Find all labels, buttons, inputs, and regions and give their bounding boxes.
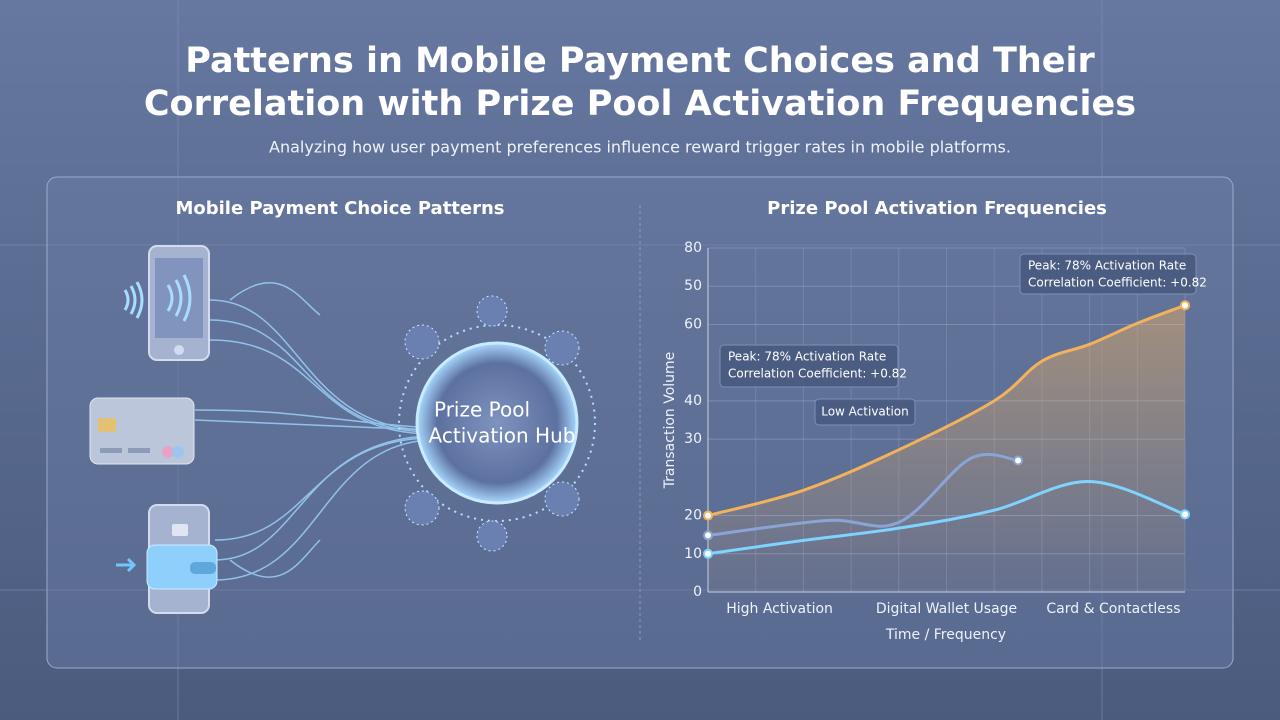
chart-title: Prize Pool Activation Frequencies xyxy=(767,198,1107,219)
y-axis-label: Transaction Volume xyxy=(662,352,678,490)
x-tick-label: Card & Contactless xyxy=(1046,601,1180,617)
annotation-text: Correlation Coefficient: +0.82 xyxy=(1028,276,1207,290)
left-title: Mobile Payment Choice Patterns xyxy=(175,198,504,219)
line-point xyxy=(703,548,713,559)
line-point xyxy=(1180,509,1190,520)
y-tick-label: 20 xyxy=(684,508,702,524)
y-tick-label: 80 xyxy=(684,240,702,256)
annotation-text: Correlation Coefficient: +0.82 xyxy=(728,367,907,381)
line-series xyxy=(707,303,1186,518)
line-chart: Prize Pool Activation Frequencies 0 10 20 30… xyxy=(662,198,1207,643)
line-point xyxy=(703,530,713,541)
line-series xyxy=(707,453,1019,537)
hub-label: Prize Pool xyxy=(434,398,530,422)
x-axis-label: Time / Frequency xyxy=(885,627,1006,643)
annotation-text: Low Activation xyxy=(821,405,909,419)
title-line: Correlation with Prize Pool Activation F… xyxy=(144,84,1136,124)
y-tick-label: 10 xyxy=(684,546,702,562)
line-point xyxy=(703,510,713,521)
y-tick-label: 0 xyxy=(693,584,702,600)
annotation-box xyxy=(814,398,916,426)
hub-label: Activation Hub xyxy=(429,424,576,448)
title-line: Patterns in Mobile Payment Choices and T… xyxy=(185,41,1095,81)
annotation-box xyxy=(1019,253,1197,295)
line-series xyxy=(707,480,1186,556)
subtitle: Analyzing how user payment preferences i… xyxy=(269,138,1011,157)
y-tick-label: 40 xyxy=(684,393,702,409)
x-tick-label: Digital Wallet Usage xyxy=(876,601,1017,617)
y-tick-label: 50 xyxy=(684,278,702,294)
line-point xyxy=(1013,455,1024,466)
y-tick-label: 60 xyxy=(684,316,702,332)
line-point xyxy=(1180,300,1190,311)
annotation-text: Peak: 78% Activation Rate xyxy=(1028,259,1186,273)
y-tick-label: 30 xyxy=(684,431,702,447)
annotation-text: Peak: 78% Activation Rate xyxy=(728,350,886,364)
x-tick-label: High Activation xyxy=(726,601,833,617)
annotation-box xyxy=(719,344,899,388)
payment-illustration xyxy=(89,245,596,614)
